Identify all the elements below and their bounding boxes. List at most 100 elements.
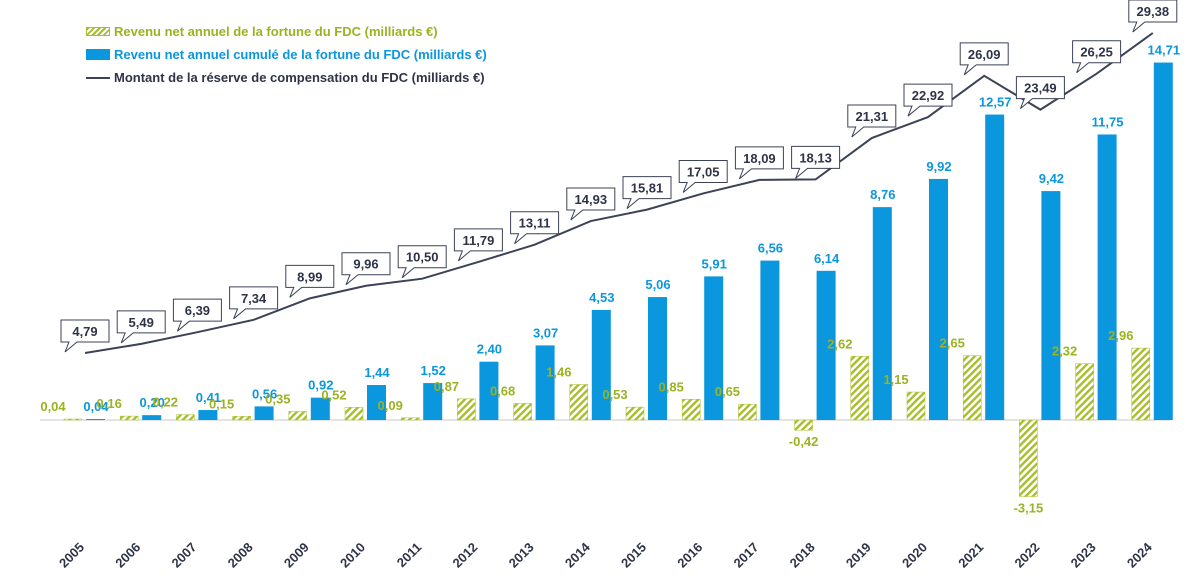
label-reserve-2005: 4,79 xyxy=(72,324,97,339)
legend-item-annual: Revenu net annuel de la fortune du FDC (… xyxy=(86,20,487,43)
callout-reserve-2014: 14,93 xyxy=(566,187,616,221)
label-reserve-2015: 15,81 xyxy=(631,181,664,196)
bar-annual-2020 xyxy=(906,391,926,421)
label-cumulative-2007: 0,41 xyxy=(196,390,221,405)
legend-label-cumulative: Revenu net annuel cumulé de la fortune d… xyxy=(114,47,487,62)
legend-label-reserve: Montant de la réserve de compensation du… xyxy=(114,70,485,85)
callout-reserve-2020: 22,92 xyxy=(903,83,953,117)
x-tick-2005: 2005 xyxy=(56,540,87,571)
x-tick-2017: 2017 xyxy=(730,540,761,571)
label-reserve-2010: 9,96 xyxy=(353,257,378,272)
label-reserve-2016: 17,05 xyxy=(687,164,720,179)
bar-annual-2016 xyxy=(681,399,701,421)
callout-reserve-2013: 13,11 xyxy=(510,211,560,245)
bar-cumulative-2005 xyxy=(86,419,105,421)
callout-reserve-2018: 18,13 xyxy=(791,145,841,179)
bar-cumulative-2011 xyxy=(423,383,443,420)
x-tick-2019: 2019 xyxy=(843,540,874,571)
bar-annual-2019 xyxy=(850,356,870,421)
label-reserve-2008: 7,34 xyxy=(241,291,267,306)
label-cumulative-2005: 0,04 xyxy=(83,399,109,414)
bar-cumulative-2021 xyxy=(985,114,1005,420)
bar-cumulative-2006 xyxy=(142,415,162,420)
callout-reserve-2011: 10,50 xyxy=(397,245,447,279)
label-reserve-2024: 29,38 xyxy=(1137,4,1170,19)
x-tick-2006: 2006 xyxy=(112,540,143,571)
x-tick-2007: 2007 xyxy=(168,540,199,571)
callout-reserve-2019: 21,31 xyxy=(847,104,897,138)
x-tick-2011: 2011 xyxy=(394,540,425,571)
callout-reserve-2007: 6,39 xyxy=(172,298,222,332)
bar-annual-2011 xyxy=(400,417,420,421)
callout-reserve-2024: 29,38 xyxy=(1128,0,1178,33)
legend-item-cumulative: Revenu net annuel cumulé de la fortune d… xyxy=(86,43,487,66)
reserve-line-layer xyxy=(84,32,1154,354)
label-cumulative-2018: 6,14 xyxy=(814,251,840,266)
bar-annual-2012 xyxy=(457,398,476,421)
label-annual-2007: 0,22 xyxy=(153,395,178,410)
bar-annual-2021 xyxy=(962,355,982,421)
bar-annual-2009 xyxy=(288,411,308,421)
x-tick-2010: 2010 xyxy=(337,540,368,571)
label-annual-2022: -3,15 xyxy=(1014,501,1044,516)
x-tick-2024: 2024 xyxy=(1124,539,1156,571)
callout-reserve-2012: 11,79 xyxy=(453,228,503,262)
label-annual-2020: 1,15 xyxy=(883,372,908,387)
label-reserve-2013: 13,11 xyxy=(519,216,551,231)
label-cumulative-2011: 1,52 xyxy=(421,363,446,378)
bar-cumulative-2022 xyxy=(1041,191,1061,420)
label-reserve-2019: 21,31 xyxy=(856,109,889,124)
label-reserve-2017: 18,09 xyxy=(743,151,776,166)
label-reserve-2021: 26,09 xyxy=(968,47,1001,62)
callout-reserve-2006: 5,49 xyxy=(116,310,166,344)
bars-layer xyxy=(40,62,1173,497)
label-reserve-2022: 23,49 xyxy=(1024,81,1057,96)
label-cumulative-2006: 0,20 xyxy=(140,395,165,410)
label-cumulative-2019: 8,76 xyxy=(870,187,895,202)
bar-cumulative-2016 xyxy=(704,276,724,420)
label-cumulative-2013: 3,07 xyxy=(533,325,558,340)
x-tick-2022: 2022 xyxy=(1011,540,1042,571)
label-annual-2021: 2,65 xyxy=(940,336,965,351)
bar-annual-2014 xyxy=(569,384,589,421)
callout-reserve-2022: 23,49 xyxy=(1015,76,1065,110)
label-cumulative-2023: 11,75 xyxy=(1092,114,1124,129)
bar-cumulative-2009 xyxy=(310,397,330,420)
label-annual-2005: 0,04 xyxy=(40,399,66,414)
bar-annual-2007 xyxy=(176,414,195,421)
label-annual-2018: -0,42 xyxy=(789,434,819,449)
label-annual-2011: 0,09 xyxy=(378,398,403,413)
label-cumulative-2016: 5,91 xyxy=(702,256,727,271)
callout-reserve-2017: 18,09 xyxy=(734,146,784,180)
bar-annual-2024 xyxy=(1131,347,1151,421)
label-reserve-2011: 10,50 xyxy=(406,250,439,265)
callout-reserve-2005: 4,79 xyxy=(60,319,110,353)
bar-cumulative-2014 xyxy=(591,309,611,420)
callout-reserve-2009: 8,99 xyxy=(285,264,335,298)
label-cumulative-2017: 6,56 xyxy=(758,241,783,256)
bar-cumulative-2010 xyxy=(367,385,386,420)
bar-cumulative-2008 xyxy=(254,406,274,420)
bar-annual-2008 xyxy=(232,416,251,421)
callout-reserve-2010: 9,96 xyxy=(341,252,391,286)
legend-swatch-reserve xyxy=(86,76,110,79)
label-annual-2016: 0,85 xyxy=(659,379,684,394)
label-annual-2009: 0,35 xyxy=(265,391,290,406)
bar-annual-2015 xyxy=(625,406,645,421)
bar-cumulative-2024 xyxy=(1153,62,1173,421)
legend-item-reserve: Montant de la réserve de compensation du… xyxy=(86,66,487,89)
x-tick-2021: 2021 xyxy=(955,540,986,571)
label-reserve-2006: 5,49 xyxy=(129,315,154,330)
x-tick-2023: 2023 xyxy=(1068,540,1099,571)
x-tick-2013: 2013 xyxy=(506,540,537,571)
bar-annual-2013 xyxy=(513,403,532,421)
label-reserve-2018: 18,13 xyxy=(799,150,832,165)
callout-reserve-2015: 15,81 xyxy=(622,176,672,209)
label-reserve-2023: 26,25 xyxy=(1080,45,1113,60)
label-reserve-2014: 14,93 xyxy=(575,192,608,207)
legend-swatch-annual xyxy=(86,27,110,36)
callout-reserve-2008: 7,34 xyxy=(229,286,279,320)
bar-cumulative-2018 xyxy=(816,270,836,420)
callout-reserve-2021: 26,09 xyxy=(959,42,1009,76)
